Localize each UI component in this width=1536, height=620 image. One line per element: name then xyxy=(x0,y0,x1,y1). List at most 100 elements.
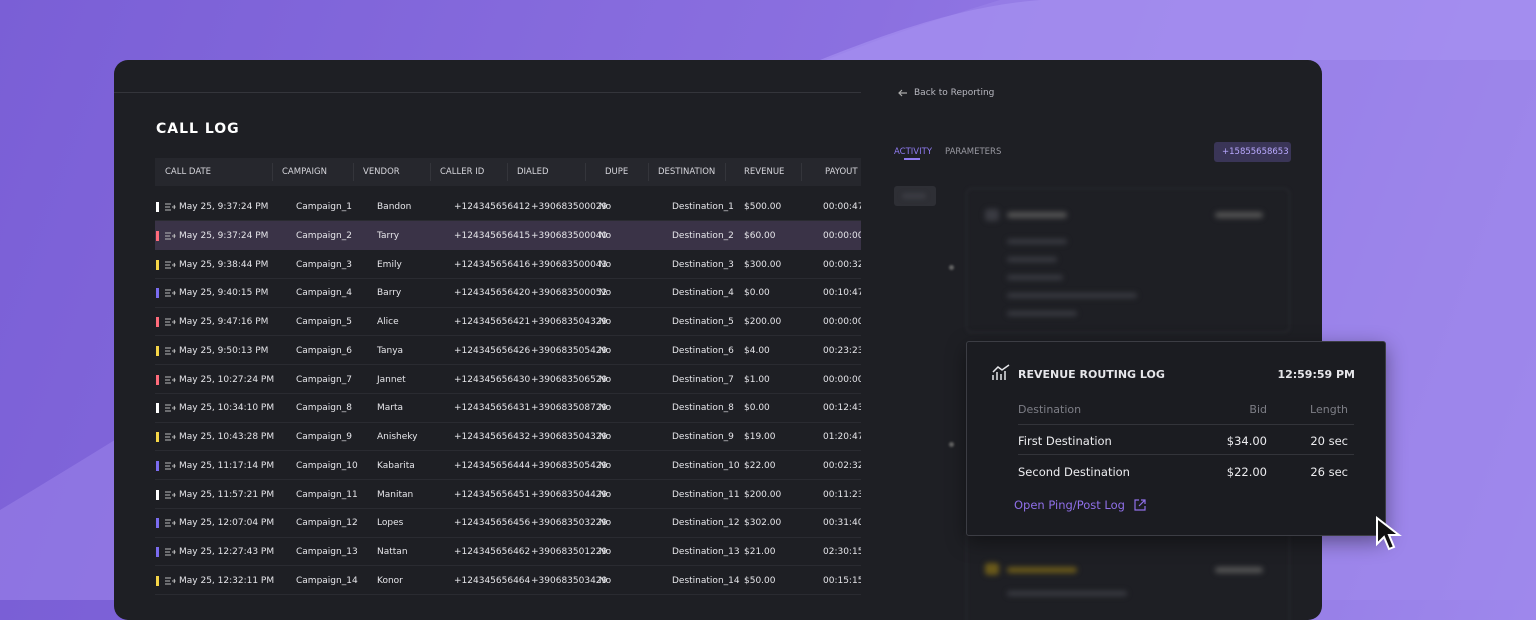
column-header[interactable]: REVENUE xyxy=(744,167,785,177)
popup-column-header: Length xyxy=(1310,403,1348,416)
table-cell: +390683503229 xyxy=(531,518,608,529)
table-cell: Alice xyxy=(377,317,399,327)
table-cell: +124345656431 xyxy=(454,403,531,414)
popup-table: Destination Bid Length First Destination $34… xyxy=(1018,398,1354,498)
table-cell: +390683503429 xyxy=(531,575,608,586)
column-header[interactable]: CALL DATE xyxy=(165,167,212,177)
table-row[interactable] xyxy=(155,509,861,538)
status-marker xyxy=(156,374,159,385)
column-header[interactable]: DUPE xyxy=(605,167,629,177)
table-row[interactable] xyxy=(155,365,861,394)
status-marker xyxy=(156,547,159,557)
status-marker xyxy=(156,230,159,241)
table-cell: May 25, 10:27:24 PM xyxy=(179,374,275,385)
table-row[interactable] xyxy=(155,451,861,481)
status-marker xyxy=(156,403,159,414)
table-cell: +390683504429 xyxy=(531,489,608,500)
table-cell: Jannet xyxy=(377,374,406,385)
table-cell: Nattan xyxy=(377,547,408,557)
back-link[interactable]: Back to Reporting xyxy=(914,88,995,98)
table-cell: May 25, 9:40:15 PM xyxy=(179,288,269,299)
table-cell: Campaign_5 xyxy=(296,317,352,327)
popup-cell: 20 sec xyxy=(1310,434,1348,448)
phone-badge xyxy=(1214,142,1291,162)
call-icon xyxy=(165,376,176,383)
tab-active[interactable]: ACTIVITY xyxy=(894,147,933,157)
table-cell: +124345656430 xyxy=(454,374,531,385)
call-icon xyxy=(165,232,176,240)
table-cell: +124345656415 xyxy=(454,230,531,241)
table-cell: Destination_14 xyxy=(672,575,740,586)
external-link-icon xyxy=(1134,499,1146,511)
table-row[interactable] xyxy=(155,566,861,596)
table-cell: $200.00 xyxy=(744,489,782,500)
table-cell: Anisheky xyxy=(377,432,418,442)
column-header[interactable]: DIALED xyxy=(517,167,549,177)
table-cell: +390683500029 xyxy=(531,202,608,212)
table-row[interactable] xyxy=(155,250,861,279)
table-row[interactable] xyxy=(155,423,861,452)
popup-title: REVENUE ROUTING LOG xyxy=(1018,368,1165,381)
table-cell: $0.00 xyxy=(744,288,770,299)
table-cell: Destination_13 xyxy=(672,547,740,557)
column-header[interactable]: PAYOUT xyxy=(825,167,858,177)
column-header[interactable]: DESTINATION xyxy=(658,167,716,177)
status-marker xyxy=(156,489,159,500)
table-cell: 00:00:00 xyxy=(823,374,861,385)
header-separator xyxy=(725,163,726,181)
table-cell: Marta xyxy=(377,403,404,414)
table-cell: +124345656451 xyxy=(454,489,531,500)
page-title: CALL LOG xyxy=(156,121,240,137)
timeline-dot xyxy=(949,442,954,447)
table-cell: No xyxy=(598,202,612,212)
table-cell: Campaign_9 xyxy=(296,432,352,442)
table-cell: Kabarita xyxy=(377,460,415,471)
table-cell: May 25, 10:34:10 PM xyxy=(179,403,275,414)
call-icon xyxy=(165,433,176,441)
table-cell: $300.00 xyxy=(744,259,782,270)
table-row[interactable] xyxy=(155,193,861,222)
table-row[interactable] xyxy=(155,308,861,337)
table-row[interactable] xyxy=(155,336,861,366)
table-cell: 02:30:15 xyxy=(823,547,861,557)
table-row[interactable] xyxy=(155,538,861,567)
table-cell: No xyxy=(598,259,612,270)
table-row[interactable] xyxy=(155,279,861,308)
table-row[interactable] xyxy=(155,394,861,423)
table-cell: $19.00 xyxy=(744,432,776,442)
table-cell: $60.00 xyxy=(744,230,776,241)
table-cell: No xyxy=(598,575,612,586)
table-cell: +124345656416 xyxy=(454,259,531,270)
table-cell: 00:00:00 xyxy=(823,230,861,241)
table-cell: Destination_9 xyxy=(672,432,734,442)
popup-divider xyxy=(1018,424,1354,425)
popup-cell: 26 sec xyxy=(1310,465,1348,479)
popup-column-header: Destination xyxy=(1018,403,1082,416)
table-cell: 00:02:32 xyxy=(823,460,861,471)
timeline-dot xyxy=(949,265,954,270)
table-row[interactable] xyxy=(155,480,861,509)
table-cell: Destination_12 xyxy=(672,518,740,529)
tab[interactable]: PARAMETERS xyxy=(945,147,1002,157)
column-header[interactable]: CAMPAIGN xyxy=(282,167,327,177)
status-marker xyxy=(156,460,159,471)
table-cell: Destination_1 xyxy=(672,202,734,212)
status-marker xyxy=(156,259,159,270)
ping-post-link[interactable]: Open Ping/Post Log xyxy=(1014,498,1125,512)
column-header[interactable]: CALLER ID xyxy=(440,167,485,177)
date-badge xyxy=(894,186,936,206)
table-cell: +124345656462 xyxy=(454,547,531,557)
popup-cell: First Destination xyxy=(1018,434,1112,448)
column-header[interactable]: VENDOR xyxy=(363,167,400,177)
divider xyxy=(114,92,861,93)
table-cell: Destination_8 xyxy=(672,403,734,414)
table-cell: $500.00 xyxy=(744,202,782,212)
table-row[interactable] xyxy=(155,221,861,251)
table-cell: No xyxy=(598,432,612,442)
app-window: CALL LOG CALL DATE CAMPAIGN VENDOR CALLER I… xyxy=(114,60,1322,620)
table-cell: Destination_7 xyxy=(672,374,734,385)
table-cell: May 25, 12:07:04 PM xyxy=(179,518,275,529)
call-table: CALL DATE CAMPAIGN VENDOR CALLER ID DIALED DU… xyxy=(155,158,861,620)
table-cell: No xyxy=(598,374,612,385)
